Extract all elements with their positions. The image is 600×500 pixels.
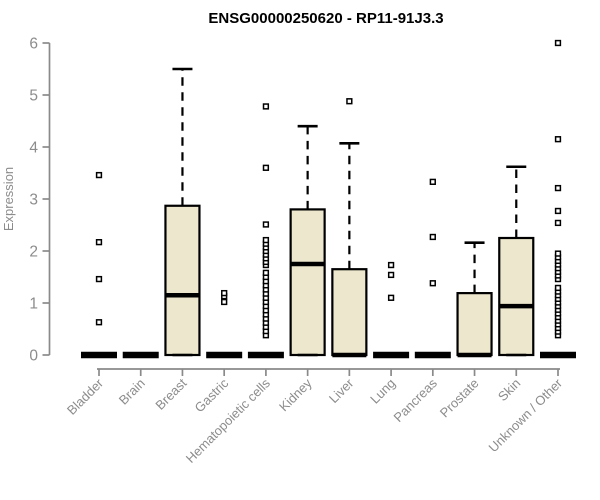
outlier-point [95,239,103,246]
x-tick-label: Lung [367,376,398,407]
outlier-point [95,319,103,326]
outlier-point [554,219,562,227]
collapsed-box-bar [414,351,451,359]
iqr-box [164,204,201,357]
y-tick-label: 2 [29,244,38,261]
x-tick-label: Skin [495,376,523,404]
box-bladder [81,171,117,359]
outlier-point [554,136,562,143]
y-tick-label: 0 [29,348,38,365]
box-lung [373,261,410,359]
x-tick-label: Prostate [437,376,482,421]
x-tick-label: Unknown / Other [486,375,566,455]
y-tick-label: 1 [29,296,38,313]
collapsed-box-bar [247,351,284,359]
box-skin [498,165,535,357]
outlier-point [429,280,436,287]
outlier-point [554,250,562,257]
box-gastric [206,289,243,359]
box-pancreas [414,178,451,359]
box-kidney [289,124,326,357]
box-unknown-other [539,39,576,359]
outlier-point [95,171,103,179]
iqr-box [498,236,535,357]
iqr-box [456,292,493,357]
y-axis-label: Expression [1,167,16,231]
outlier-point [346,98,353,105]
x-tick-label: Pancreas [390,375,440,425]
x-tick-label: Breast [152,375,189,412]
chart-title: ENSG00000250620 - RP11-91J3.3 [208,10,443,27]
outlier-point [262,164,270,171]
outlier-point [262,103,270,110]
outlier-point [429,178,436,185]
outlier-point [429,233,436,241]
outlier-point [262,221,270,228]
outlier-point [554,184,562,192]
collapsed-box-bar [206,351,243,359]
outlier-point [387,261,395,269]
iqr-box [331,268,368,357]
y-tick-label: 4 [29,140,38,157]
box-prostate [456,241,493,358]
collapsed-box-bar [81,351,117,359]
x-tick-label: Kidney [276,375,315,414]
outlier-point [387,271,395,279]
outlier-point [554,39,562,47]
x-tick-label: Brain [116,376,148,408]
box-breast [164,67,201,357]
collapsed-box-bar [122,351,159,359]
y-axis: 0 1 2 3 4 5 6 [29,36,51,365]
y-tick-label: 5 [29,88,38,105]
x-tick-label: Bladder [64,375,107,418]
x-tick-label: Liver [326,375,357,406]
outlier-point [262,236,270,244]
collapsed-box-bar [539,351,576,359]
y-tick-label: 6 [29,36,38,53]
y-tick-label: 3 [29,192,38,209]
box-hematopoietic-cells [247,103,284,359]
x-tick-label: Gastric [192,375,232,415]
outlier-point [95,275,103,283]
outlier-point [262,269,270,276]
box-brain [122,351,159,359]
outlier-point [554,284,562,292]
iqr-box [289,208,326,357]
outlier-point [387,294,395,301]
box-liver [331,98,368,358]
outlier-point [554,207,562,215]
outlier-point [221,298,228,306]
box-layer [81,39,576,359]
collapsed-box-bar [373,351,410,359]
outlier-point [221,289,228,297]
